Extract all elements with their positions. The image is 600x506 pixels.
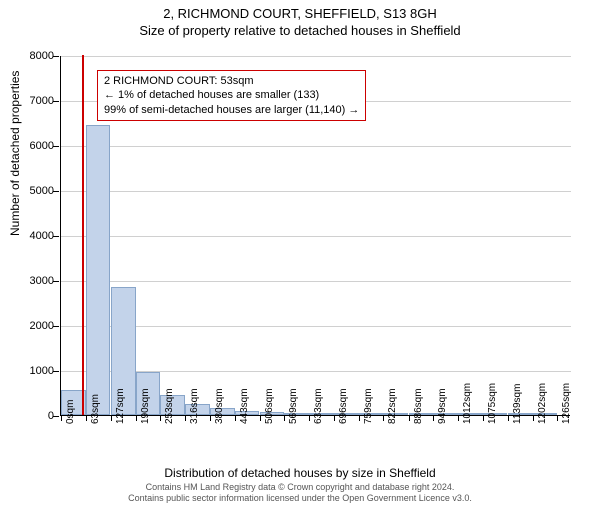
x-tick bbox=[309, 416, 310, 421]
plot-area: 0100020003000400050006000700080002 RICHM… bbox=[60, 56, 570, 416]
y-tick-label: 2000 bbox=[14, 320, 54, 332]
x-tick-label: 506sqm bbox=[264, 388, 275, 424]
x-tick bbox=[458, 416, 459, 421]
gridline bbox=[61, 56, 571, 57]
annotation-line: 2 RICHMOND COURT: 53sqm bbox=[104, 74, 359, 88]
x-tick-label: 1012sqm bbox=[462, 383, 473, 424]
x-tick bbox=[508, 416, 509, 421]
histogram-chart: 0100020003000400050006000700080002 RICHM… bbox=[60, 56, 570, 416]
y-tick-label: 1000 bbox=[14, 365, 54, 377]
x-tick bbox=[409, 416, 410, 421]
gridline bbox=[61, 236, 571, 237]
x-tick-label: 569sqm bbox=[288, 388, 299, 424]
x-tick-label: 633sqm bbox=[313, 388, 324, 424]
x-axis-label: Distribution of detached houses by size … bbox=[0, 466, 600, 480]
x-tick bbox=[210, 416, 211, 421]
x-tick-label: 443sqm bbox=[239, 388, 250, 424]
x-tick-label: 822sqm bbox=[387, 388, 398, 424]
gridline bbox=[61, 281, 571, 282]
x-tick bbox=[136, 416, 137, 421]
y-tick-label: 4000 bbox=[14, 230, 54, 242]
gridline bbox=[61, 326, 571, 327]
x-tick-label: 253sqm bbox=[164, 388, 175, 424]
x-tick-label: 0sqm bbox=[65, 400, 76, 424]
x-tick bbox=[284, 416, 285, 421]
x-tick bbox=[61, 416, 62, 421]
x-tick-label: 886sqm bbox=[413, 388, 424, 424]
y-tick-label: 7000 bbox=[14, 95, 54, 107]
x-tick-label: 696sqm bbox=[338, 388, 349, 424]
x-tick bbox=[483, 416, 484, 421]
gridline bbox=[61, 191, 571, 192]
x-tick bbox=[260, 416, 261, 421]
x-tick bbox=[359, 416, 360, 421]
y-tick-label: 5000 bbox=[14, 185, 54, 197]
y-tick-label: 8000 bbox=[14, 50, 54, 62]
x-tick bbox=[557, 416, 558, 421]
y-tick-label: 0 bbox=[14, 410, 54, 422]
footer-line-2: Contains public sector information licen… bbox=[0, 493, 600, 504]
x-tick-label: 63sqm bbox=[90, 394, 101, 424]
x-tick-label: 316sqm bbox=[189, 388, 200, 424]
page-subtitle: Size of property relative to detached ho… bbox=[0, 23, 600, 38]
annotation-line: ← 1% of detached houses are smaller (133… bbox=[104, 88, 359, 102]
x-tick-label: 1139sqm bbox=[512, 384, 523, 424]
x-tick-label: 759sqm bbox=[363, 388, 374, 424]
annotation-line: 99% of semi-detached houses are larger (… bbox=[104, 103, 359, 117]
y-tick-label: 6000 bbox=[14, 140, 54, 152]
x-tick-label: 190sqm bbox=[140, 388, 151, 424]
annotation-box: 2 RICHMOND COURT: 53sqm← 1% of detached … bbox=[97, 70, 366, 121]
x-tick bbox=[160, 416, 161, 421]
attribution-footer: Contains HM Land Registry data © Crown c… bbox=[0, 482, 600, 504]
page-title: 2, RICHMOND COURT, SHEFFIELD, S13 8GH bbox=[0, 6, 600, 21]
x-tick bbox=[111, 416, 112, 421]
x-tick-label: 380sqm bbox=[214, 388, 225, 424]
property-marker-line bbox=[82, 55, 84, 415]
x-tick-label: 1075sqm bbox=[487, 383, 498, 424]
y-tick-label: 3000 bbox=[14, 275, 54, 287]
x-tick bbox=[433, 416, 434, 421]
x-tick-label: 1202sqm bbox=[537, 383, 548, 424]
gridline bbox=[61, 146, 571, 147]
x-tick bbox=[533, 416, 534, 421]
footer-line-1: Contains HM Land Registry data © Crown c… bbox=[0, 482, 600, 493]
x-tick bbox=[185, 416, 186, 421]
x-tick-label: 127sqm bbox=[115, 388, 126, 424]
x-tick bbox=[383, 416, 384, 421]
x-tick bbox=[334, 416, 335, 421]
histogram-bar bbox=[86, 125, 111, 415]
x-tick-label: 949sqm bbox=[437, 388, 448, 424]
x-tick-label: 1265sqm bbox=[561, 383, 572, 424]
x-tick bbox=[235, 416, 236, 421]
x-tick bbox=[86, 416, 87, 421]
